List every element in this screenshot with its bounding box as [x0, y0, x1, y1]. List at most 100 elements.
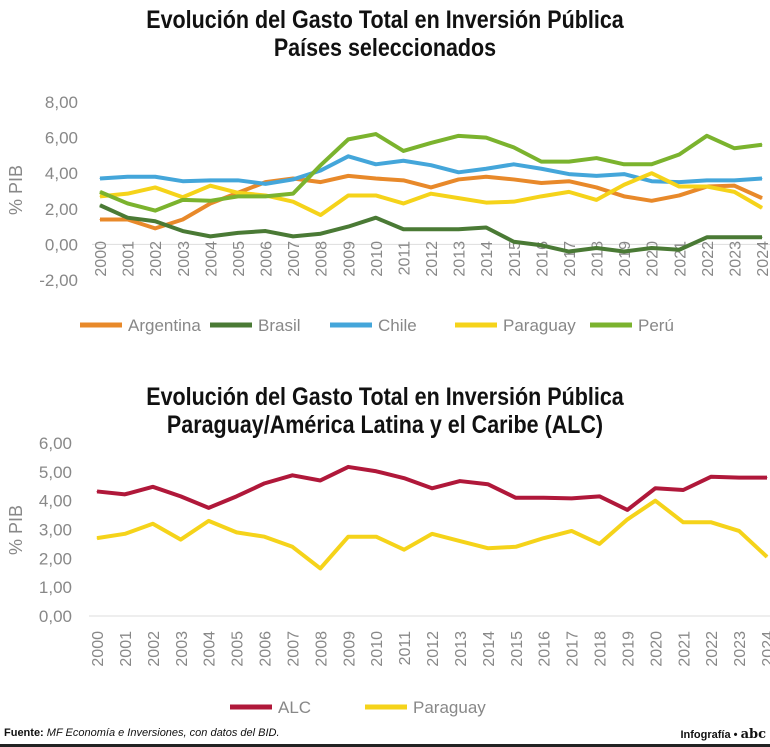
data-point-chile — [761, 178, 763, 180]
y-tick-label: 5,00 — [39, 463, 72, 482]
data-point-alc — [375, 470, 377, 472]
data-point-paraguay — [766, 556, 768, 558]
y-axis-label: % PIB — [6, 165, 26, 215]
data-point-argentina — [209, 202, 211, 204]
x-tick-label: 2008 — [314, 241, 331, 277]
data-point-chile — [596, 175, 597, 177]
data-point-brasil — [347, 226, 349, 228]
data-point-paraguay — [319, 567, 321, 569]
data-point-paraguay — [678, 186, 680, 188]
data-point-paraguay — [430, 193, 432, 195]
data-point-paraguay — [761, 207, 763, 209]
data-point-per — [265, 195, 266, 197]
data-point-per — [237, 195, 239, 197]
data-point-paraguay — [543, 537, 545, 539]
x-tick-label: 2010 — [369, 631, 386, 667]
data-point-per — [320, 164, 322, 166]
data-point-alc — [180, 495, 182, 497]
data-point-brasil — [513, 241, 515, 243]
data-point-brasil — [99, 204, 101, 206]
data-point-chile — [154, 176, 156, 178]
data-point-per — [402, 150, 404, 152]
x-tick-label: 2004 — [203, 241, 220, 277]
data-point-chile — [402, 160, 404, 162]
x-tick-label: 2008 — [313, 631, 330, 667]
data-point-alc — [738, 477, 740, 479]
x-tick-label: 2000 — [93, 241, 110, 277]
y-axis-label: % PIB — [6, 505, 26, 555]
data-point-paraguay — [182, 196, 184, 198]
chart2-title: Evolución del Gasto Total en Inversión P… — [54, 383, 716, 439]
data-point-paraguay — [236, 531, 238, 533]
y-tick-label: 3,00 — [39, 521, 72, 540]
data-point-brasil — [568, 251, 570, 253]
data-point-brasil — [678, 249, 680, 251]
data-point-brasil — [761, 236, 763, 238]
x-tick-label: 2019 — [620, 631, 637, 667]
data-point-brasil — [320, 233, 322, 235]
y-tick-label: 1,00 — [39, 578, 72, 597]
data-point-alc — [682, 489, 684, 491]
data-point-alc — [431, 487, 433, 489]
x-tick-label: 2017 — [565, 631, 582, 667]
data-point-paraguay — [375, 194, 377, 196]
data-point-per — [596, 157, 597, 159]
y-tick-label: 2,00 — [45, 200, 78, 219]
x-tick-label: 2005 — [230, 631, 247, 667]
x-tick-label: 2015 — [509, 631, 526, 667]
y-tick-label: -2,00 — [39, 271, 78, 290]
data-point-argentina — [182, 218, 184, 220]
data-point-brasil — [237, 232, 239, 234]
x-tick-label: 2009 — [341, 241, 358, 277]
data-point-paraguay — [99, 195, 101, 197]
chart2-subtitle: Paraguay/América Latina y el Caribe (ALC… — [166, 411, 604, 439]
x-tick-label: 2001 — [118, 631, 135, 667]
data-point-argentina — [568, 180, 570, 182]
data-point-per — [347, 138, 349, 140]
source-text: MF Economía e Inversiones, con datos del… — [46, 727, 280, 739]
x-tick-label: 2013 — [452, 241, 469, 277]
x-tick-label: 2023 — [732, 631, 749, 667]
data-point-paraguay — [347, 536, 349, 538]
data-point-brasil — [265, 230, 266, 232]
data-point-paraguay — [375, 536, 377, 538]
data-point-paraguay — [706, 186, 708, 188]
data-point-brasil — [651, 247, 653, 249]
data-point-paraguay — [124, 533, 126, 535]
y-tick-label: 2,00 — [39, 549, 72, 568]
data-point-alc — [766, 477, 768, 479]
data-point-argentina — [485, 176, 487, 178]
data-point-chile — [540, 168, 542, 170]
data-point-argentina — [320, 181, 322, 183]
data-point-alc — [710, 476, 712, 478]
data-point-brasil — [292, 235, 294, 237]
data-point-paraguay — [96, 537, 98, 539]
data-point-paraguay — [710, 521, 712, 523]
x-tick-label: 2024 — [760, 631, 770, 667]
data-point-paraguay — [596, 199, 597, 201]
data-point-per — [430, 142, 432, 144]
data-point-per — [678, 154, 680, 156]
data-point-brasil — [706, 236, 708, 238]
data-point-paraguay — [209, 185, 211, 187]
data-point-paraguay — [347, 194, 349, 196]
bottom-rule — [0, 744, 770, 747]
data-point-paraguay — [599, 543, 600, 545]
x-tick-label: 2007 — [285, 631, 302, 667]
data-point-argentina — [154, 227, 156, 229]
data-point-paraguay — [515, 546, 517, 548]
chart1-subtitle: Países seleccionados — [273, 34, 497, 62]
data-point-argentina — [596, 186, 597, 188]
y-tick-label: 0,00 — [39, 607, 72, 626]
data-point-chile — [623, 173, 625, 175]
data-point-per — [182, 199, 184, 201]
x-tick-label: 2007 — [286, 241, 303, 277]
data-point-per — [127, 202, 129, 204]
data-point-paraguay — [152, 523, 154, 525]
data-point-paraguay — [485, 202, 487, 204]
x-tick-label: 2006 — [258, 631, 275, 667]
source-label: Fuente: — [4, 727, 44, 739]
data-point-paraguay — [180, 539, 182, 541]
data-point-argentina — [733, 185, 735, 187]
